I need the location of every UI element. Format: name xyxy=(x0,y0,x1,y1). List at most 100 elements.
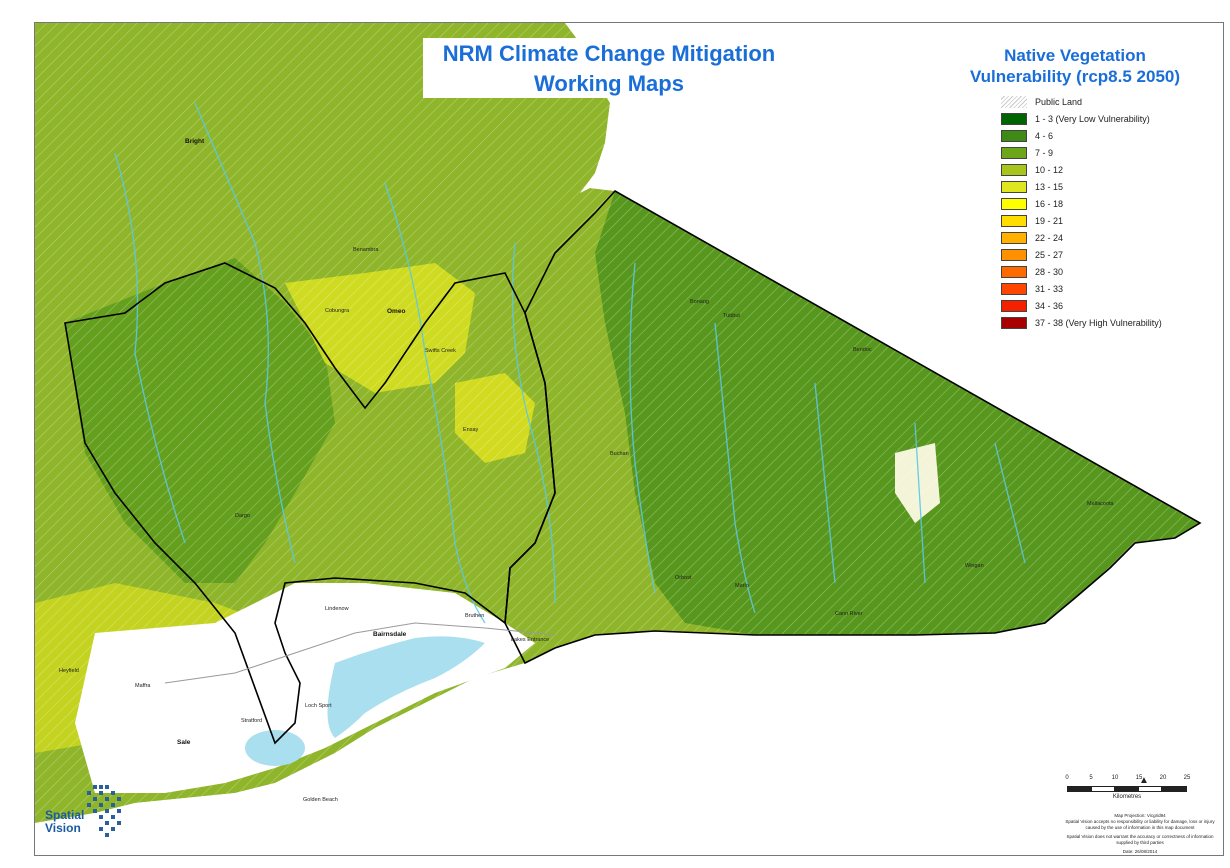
legend-swatch xyxy=(1001,282,1027,295)
map-canvas[interactable] xyxy=(35,23,1223,855)
legend-label: 28 - 30 xyxy=(1035,266,1064,277)
catchment-boundaries xyxy=(64,189,1202,745)
place-bonang: Bonang xyxy=(690,299,709,305)
place-stratford: Stratford xyxy=(241,718,263,724)
scale-line xyxy=(1067,786,1187,792)
brand-line-2: Vision xyxy=(45,821,81,835)
legend-swatch xyxy=(1001,248,1027,261)
legend-label: 22 - 24 xyxy=(1035,232,1064,243)
scale-tick-label: 25 xyxy=(1183,775,1191,781)
scale-ticks: 0 5 10 15 20 25 xyxy=(1065,775,1190,785)
legend-item-public-land: Public Land xyxy=(1001,93,1215,110)
legend: Native Vegetation Vulnerability (rcp8.5 … xyxy=(935,45,1215,331)
gippsland-lakes xyxy=(327,636,485,738)
legend-item: 22 - 24 xyxy=(1001,229,1215,246)
legend-swatch xyxy=(1001,214,1027,227)
legend-item: 31 - 33 xyxy=(1001,280,1215,297)
disclaimer: Map Projection: Vicgrid94 Spatial Vision… xyxy=(1065,813,1215,855)
brand-logo: Spatial Vision xyxy=(41,777,131,849)
legend-label: 4 - 6 xyxy=(1035,130,1054,141)
place-sale: Sale xyxy=(177,739,191,746)
river-network xyxy=(114,102,1026,624)
legend-title-line-1: Native Vegetation xyxy=(1004,46,1146,65)
place-cann-river: Cann River xyxy=(835,611,863,617)
scale-unit: Kilometres xyxy=(1112,794,1142,800)
legend-item: 19 - 21 xyxy=(1001,212,1215,229)
legend-list: 1 - 3 (Very Low Vulnerability) 4 - 6 7 - 9… xyxy=(935,110,1215,331)
lake-wellington xyxy=(245,730,305,766)
legend-label: 16 - 18 xyxy=(1035,198,1064,209)
ocean xyxy=(35,523,1223,855)
place-golden-beach: Golden Beach xyxy=(303,797,338,803)
place-benambra: Benambra xyxy=(353,247,379,253)
legend-item: 37 - 38 (Very High Vulnerability) xyxy=(1001,314,1215,331)
legend-label: 25 - 27 xyxy=(1035,249,1064,260)
legend-item: 25 - 27 xyxy=(1001,246,1215,263)
map-date: Date: 26/08/2014 xyxy=(1122,849,1158,854)
legend-swatch xyxy=(1001,112,1027,125)
scale-tick-label: 20 xyxy=(1159,775,1167,781)
legend-label: 31 - 33 xyxy=(1035,283,1064,294)
place-omeo: Omeo xyxy=(387,308,406,315)
legend-label: 34 - 36 xyxy=(1035,300,1064,311)
place-buchan: Buchan xyxy=(610,451,629,457)
north-arrow-icon: ▲ xyxy=(1139,775,1149,786)
legend-label: 13 - 15 xyxy=(1035,181,1064,192)
place-bright: Bright xyxy=(185,138,205,145)
place-ensay: Ensay xyxy=(463,427,479,433)
brand-line-1: Spatial xyxy=(45,808,85,822)
legend-swatch xyxy=(1001,231,1027,244)
legend-item: 34 - 36 xyxy=(1001,297,1215,314)
legend-swatch xyxy=(1001,129,1027,142)
legend-item: 10 - 12 xyxy=(1001,161,1215,178)
legend-title-line-2: Vulnerability (rcp8.5 2050) xyxy=(969,67,1181,86)
place-cobungra: Cobungra xyxy=(325,308,350,314)
legend-swatch xyxy=(1001,180,1027,193)
place-bruthen: Bruthen xyxy=(465,613,485,619)
scale-tick-label: 10 xyxy=(1111,775,1119,781)
legend-label: 1 - 3 (Very Low Vulnerability) xyxy=(1035,113,1150,124)
place-heyfield: Heyfield xyxy=(59,668,79,674)
legend-title: Native Vegetation Vulnerability (rcp8.5 … xyxy=(935,45,1215,87)
scale-tick-label: 5 xyxy=(1089,775,1093,781)
highway xyxy=(164,622,556,684)
legend-label: 37 - 38 (Very High Vulnerability) xyxy=(1035,317,1162,328)
brand-dots-icon xyxy=(87,785,121,837)
brand-name: Spatial Vision xyxy=(45,809,84,835)
legend-item: 28 - 30 xyxy=(1001,263,1215,280)
scale-tick-label: 0 xyxy=(1065,775,1069,781)
public-land-swatch xyxy=(1001,95,1027,108)
legend-label: 19 - 21 xyxy=(1035,215,1064,226)
legend-label: 10 - 12 xyxy=(1035,164,1064,175)
map-frame: Bright Omeo Bairnsdale Sale Orbost Lakes… xyxy=(34,22,1224,856)
place-lindenow: Lindenow xyxy=(325,606,349,612)
legend-swatch xyxy=(1001,265,1027,278)
scale-tick-label: 15 xyxy=(1135,775,1143,781)
legend-label: 7 - 9 xyxy=(1035,147,1054,158)
legend-item: 4 - 6 xyxy=(1001,127,1215,144)
map-title: NRM Climate Change Mitigation Working Ma… xyxy=(423,38,795,98)
place-bairnsdale: Bairnsdale xyxy=(373,631,407,638)
legend-swatch xyxy=(1001,197,1027,210)
legend-swatch xyxy=(1001,163,1027,176)
legend-item: 13 - 15 xyxy=(1001,178,1215,195)
place-swifts-creek: Swifts Creek xyxy=(425,348,456,354)
scale-bar: 0 5 10 15 20 25 Kilometres xyxy=(1065,775,1190,800)
place-bendoc: Bendoc xyxy=(853,347,872,353)
legend-swatch xyxy=(1001,299,1027,312)
place-maffra: Maffra xyxy=(135,683,151,689)
title-line-2: Working Maps xyxy=(534,71,684,96)
disclaimer-text-1: Spatial Vision accepts no responsibility… xyxy=(1065,819,1215,830)
disclaimer-text-2: Spatial Vision does not warrant the accu… xyxy=(1066,834,1214,845)
place-lakes-entrance: Lakes Entrance xyxy=(511,637,550,643)
legend-label: Public Land xyxy=(1035,96,1083,107)
title-line-1: NRM Climate Change Mitigation xyxy=(442,41,776,66)
legend-swatch xyxy=(1001,146,1027,159)
projection-text: Map Projection: Vicgrid94 xyxy=(1114,813,1166,818)
place-tubbut: Tubbut xyxy=(723,313,740,319)
place-mallacoota: Mallacoota xyxy=(1087,501,1114,507)
legend-item: 16 - 18 xyxy=(1001,195,1215,212)
place-loch-sport: Loch Sport xyxy=(305,703,332,709)
legend-item: 7 - 9 xyxy=(1001,144,1215,161)
place-orbost: Orbost xyxy=(675,575,692,581)
